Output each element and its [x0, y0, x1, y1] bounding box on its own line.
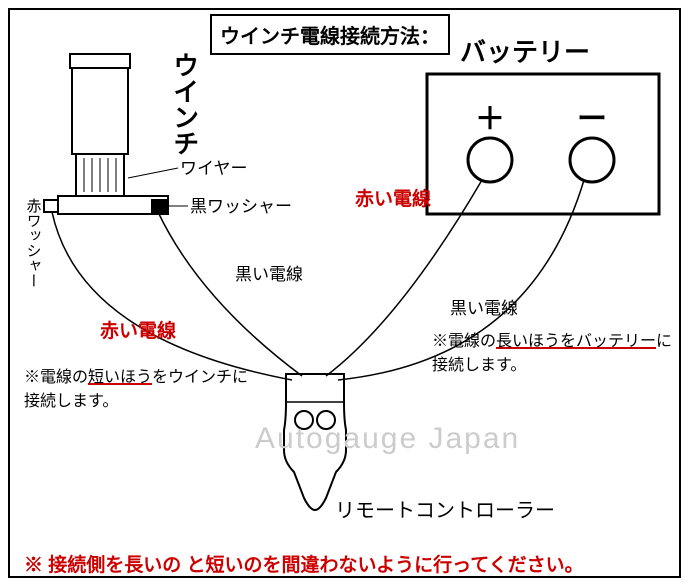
- wire-black-winch: [158, 212, 302, 376]
- note-bottom: ※ 接続側を長いの と短いのを間違わないように行ってください。: [24, 556, 584, 577]
- label-remote: リモートコントローラー: [335, 500, 555, 522]
- note-left-prefix: ※電線の: [24, 369, 88, 386]
- watermark: Autogauge Japan: [255, 422, 520, 456]
- title-box: ウインチ電線接続方法：: [210, 14, 450, 55]
- washer-black-shape: [152, 200, 166, 212]
- note-right-underlined: 長いほうをバッテリー: [496, 333, 656, 350]
- label-winch: ウインチ: [170, 52, 199, 156]
- label-wire: ワイヤー: [180, 160, 248, 179]
- label-battery: バッテリー: [460, 38, 590, 67]
- winch-body: [72, 68, 128, 154]
- battery-box: [427, 74, 659, 214]
- washer-red-shape: [44, 200, 58, 212]
- label-red-wire-left: 赤い電線: [100, 322, 176, 343]
- note-left: ※電線の短いほうをウインチに 接続します。: [24, 366, 248, 414]
- winch-top: [70, 54, 130, 68]
- label-black-wire-right: 黒い電線: [450, 300, 518, 319]
- diagram-svg: [0, 0, 689, 586]
- note-right: ※電線の長いほうをバッテリーに 接続します。: [432, 330, 672, 378]
- label-red-washer: 赤ワッシャー: [24, 198, 41, 288]
- label-black-washer: 黒ワッシャー: [190, 198, 292, 217]
- label-red-wire-right: 赤い電線: [355, 190, 431, 211]
- label-plus: ＋: [475, 103, 505, 136]
- terminal-plus: [468, 138, 512, 182]
- terminal-minus: [570, 138, 614, 182]
- label-black-wire-left: 黒い電線: [235, 266, 303, 285]
- diagram-canvas: ウインチ電線接続方法： ウインチ バッテリー ワイヤー 黒ワッシャー 赤ワッシャ…: [0, 0, 689, 586]
- label-minus: ー: [577, 103, 607, 136]
- note-right-prefix: ※電線の: [432, 333, 496, 350]
- note-left-underlined: 短いほう: [88, 369, 152, 386]
- leader-wire: [128, 168, 178, 178]
